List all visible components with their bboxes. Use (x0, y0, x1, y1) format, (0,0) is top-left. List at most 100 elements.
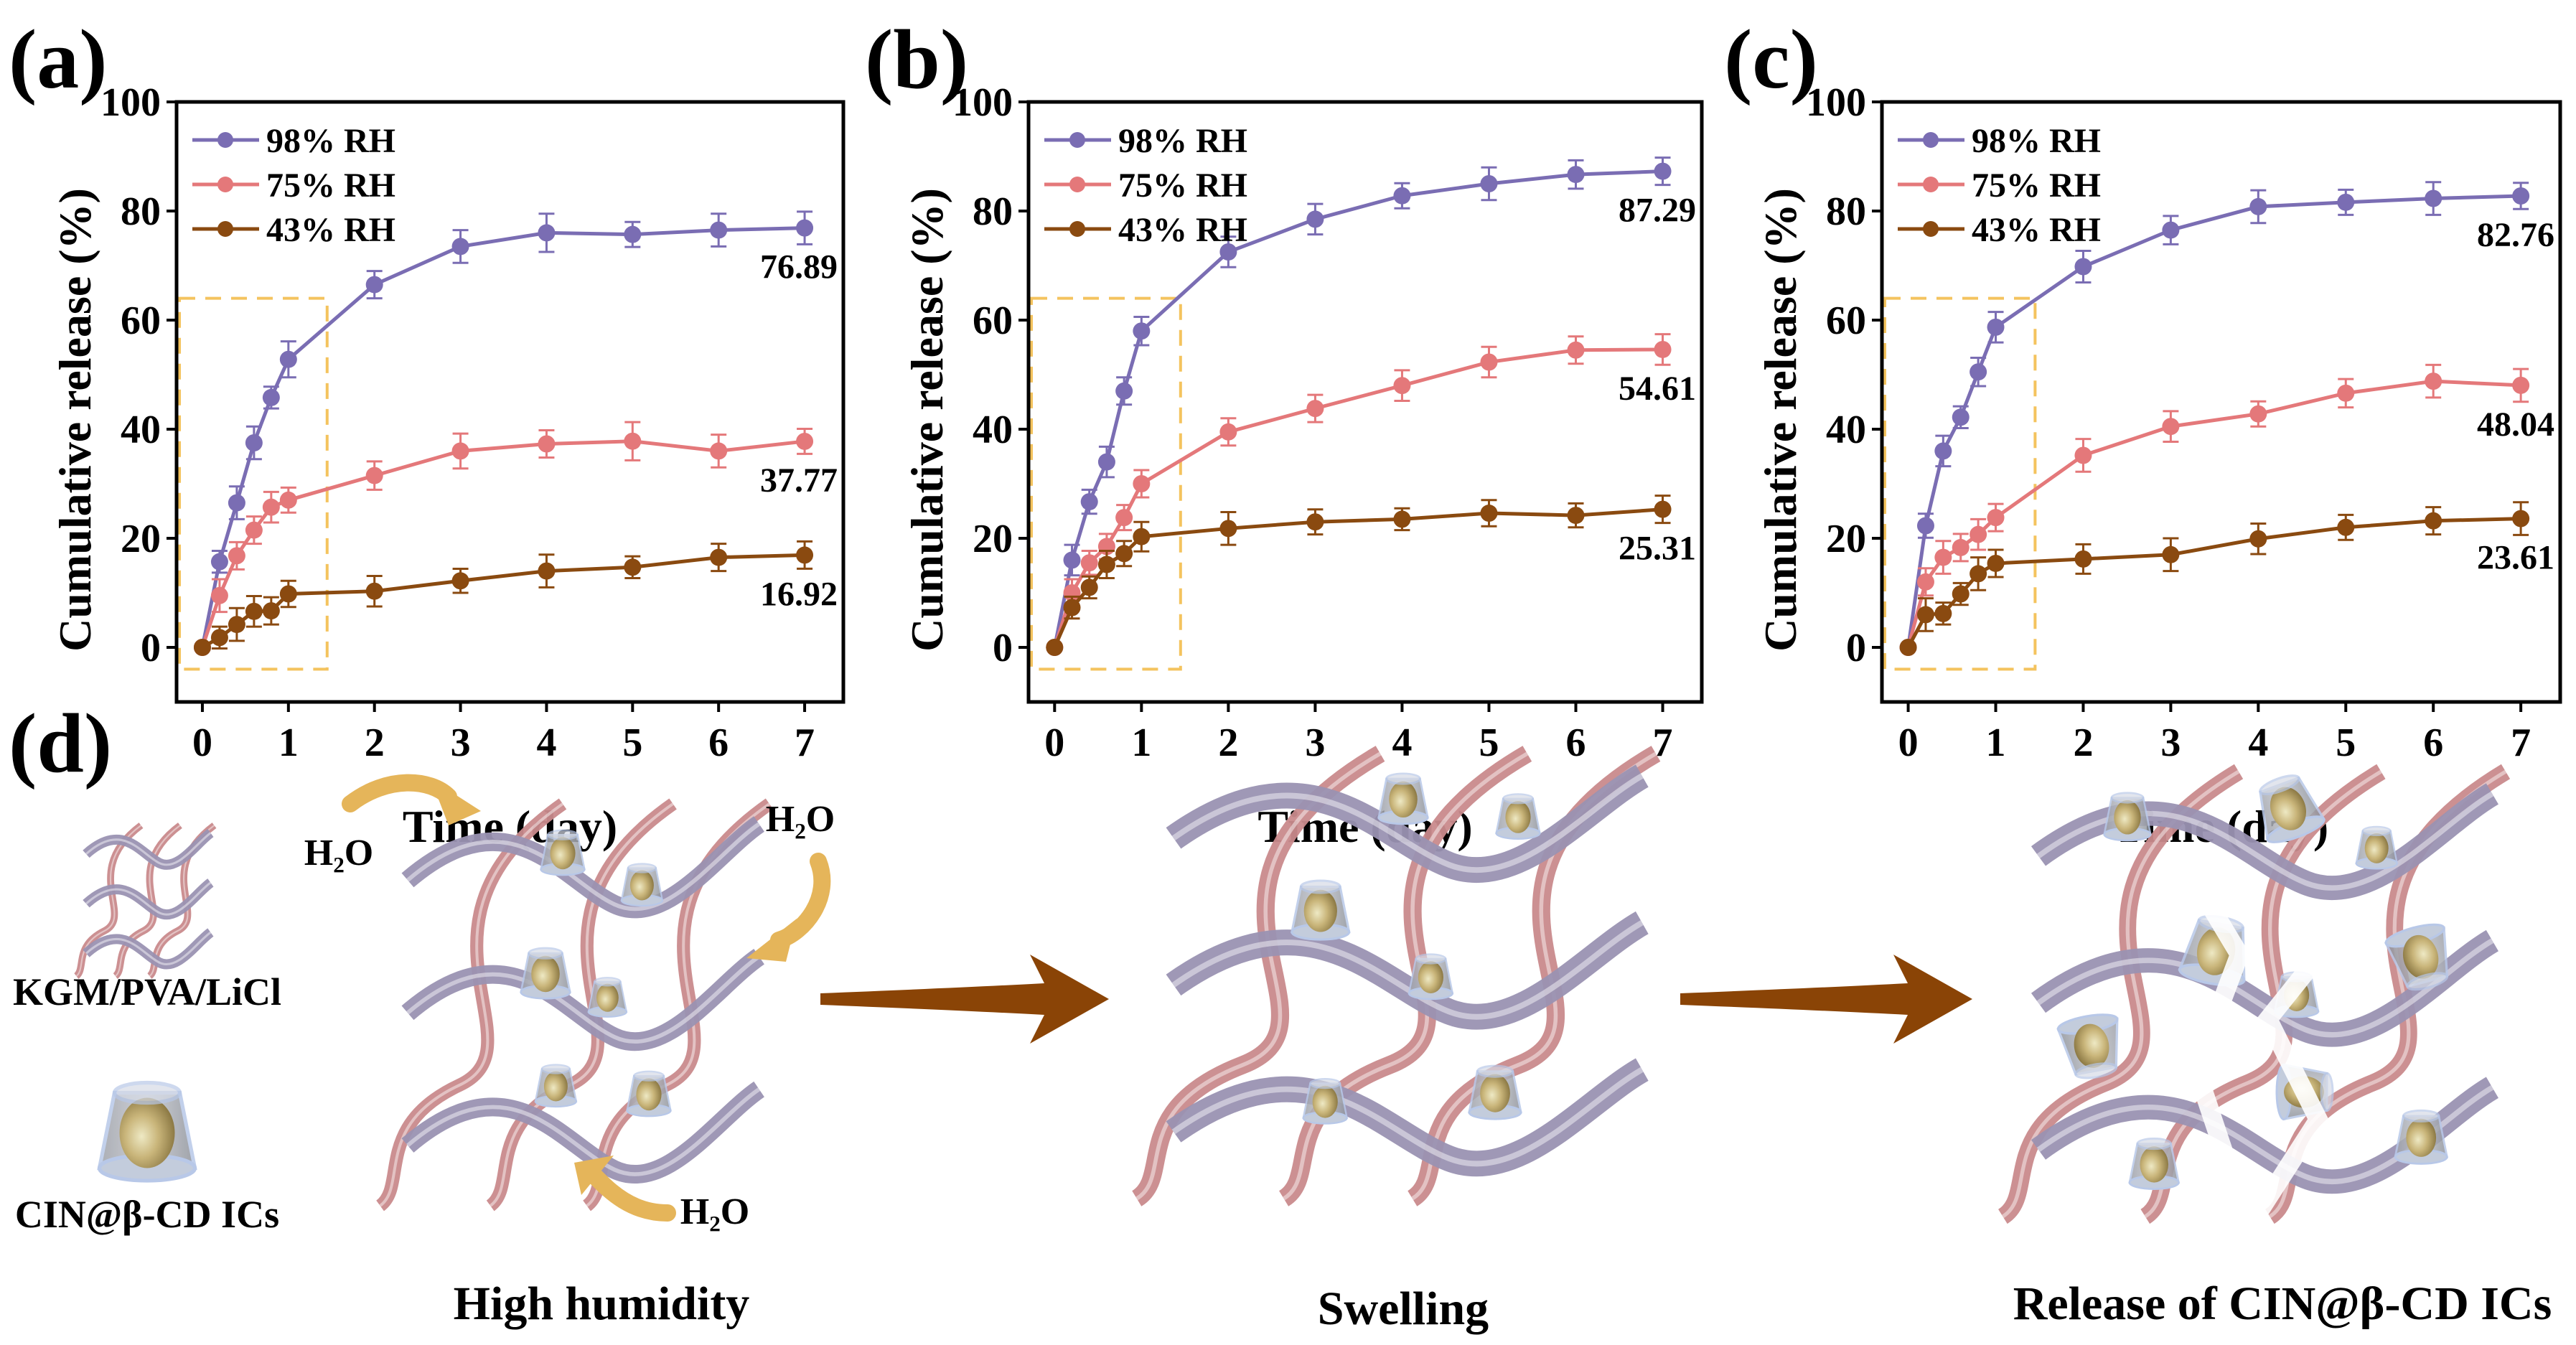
legend-marker (217, 177, 233, 192)
x-tick-label: 6 (708, 721, 729, 765)
x-tick-label: 1 (1986, 721, 2006, 765)
data-point (2249, 197, 2267, 215)
data-point (1952, 585, 1970, 603)
water-arrow-head (431, 779, 481, 825)
legend-network-icon (73, 823, 217, 979)
data-point (451, 442, 469, 460)
cyclodextrin-ic-icon (1302, 1077, 1349, 1125)
cinnamaldehyde-core (2364, 833, 2389, 863)
cinnamaldehyde-core (1303, 889, 1337, 932)
data-point (1916, 606, 1934, 624)
legend-label: 98% RH (1972, 122, 2101, 160)
data-point (1063, 551, 1081, 569)
pva-strand (83, 928, 214, 970)
data-point (1133, 322, 1151, 340)
cinnamaldehyde-core (1505, 801, 1531, 833)
data-point (451, 572, 469, 590)
data-point (1480, 505, 1498, 522)
legend-label: 43% RH (266, 211, 395, 249)
network-release (1997, 764, 2511, 1226)
x-tick-label: 3 (1305, 721, 1325, 765)
cinnamaldehyde-core (2406, 1118, 2437, 1157)
cinnamaldehyde-core (2140, 1146, 2168, 1183)
pva-strand (1166, 1058, 1649, 1177)
x-tick-label: 7 (2511, 721, 2531, 765)
y-axis-label: Cumulative release (%) (50, 188, 100, 652)
data-point (2074, 446, 2092, 464)
process-arrow-2-icon (1680, 955, 1972, 1044)
legend-label: 43% RH (1118, 211, 1247, 249)
data-point (710, 548, 728, 566)
y-tick-label: 80 (973, 189, 1013, 234)
data-point (1219, 243, 1237, 261)
cup-rim (1415, 953, 1447, 965)
legend-marker (1923, 132, 1939, 148)
data-point (1654, 340, 1672, 358)
cup-rim (627, 863, 657, 873)
water-label-1: H₂O (304, 833, 373, 873)
data-point (1306, 400, 1324, 418)
legend-ic-label: CIN@β-CD ICs (15, 1193, 279, 1236)
data-point (1970, 363, 1987, 381)
stage-label-release: Release of CIN@β-CD ICs (2013, 1278, 2552, 1330)
data-point (2249, 405, 2267, 423)
data-point (193, 639, 211, 656)
end-value-label: 76.89 (760, 248, 838, 286)
cyclodextrin-ic-icon (587, 977, 628, 1018)
data-point (2337, 384, 2355, 402)
data-point (1219, 520, 1237, 538)
y-tick-label: 20 (121, 517, 161, 561)
x-tick-label: 2 (2073, 721, 2093, 765)
data-point (1934, 548, 1952, 566)
data-point (2425, 372, 2442, 390)
end-value-label: 25.31 (1619, 530, 1696, 568)
y-tick-label: 0 (993, 626, 1013, 670)
data-point (1063, 599, 1081, 617)
data-point (1219, 423, 1237, 441)
pva-strand (83, 828, 214, 870)
series-43-rh (1899, 501, 2530, 656)
stage-label-high-humidity: High humidity (454, 1278, 750, 1330)
data-point (1916, 573, 1934, 591)
x-tick-label: 6 (2423, 721, 2443, 765)
series-line (1906, 517, 2521, 649)
end-value-label: 54.61 (1619, 370, 1696, 408)
cinnamaldehyde-core (550, 837, 576, 870)
cup-rim (1476, 1064, 1514, 1078)
panel-label-b: (b) (865, 12, 968, 106)
data-point (1393, 187, 1411, 205)
series-75-rh (1899, 363, 2530, 656)
cyclodextrin-ic-icon (1377, 772, 1429, 825)
legend-marker (1923, 221, 1939, 237)
kgm-strand (73, 823, 144, 979)
cyclodextrin-ic-icon (97, 1080, 197, 1183)
water-arrow-1-icon (342, 774, 481, 825)
data-point (262, 388, 280, 406)
legend-network-label: KGM/PVA/LiCl (13, 970, 281, 1013)
y-tick-label: 60 (121, 299, 161, 343)
cinnamaldehyde-core (1389, 781, 1418, 817)
cyclodextrin-ic-icon (626, 1070, 672, 1117)
y-tick-label: 60 (1826, 299, 1866, 343)
series-line (1906, 194, 2521, 648)
cup-rim (540, 1064, 571, 1074)
y-tick-label: 100 (100, 80, 161, 125)
kgm-strand-highlight (1135, 751, 1382, 1201)
data-point (228, 547, 245, 565)
series-43-rh (193, 540, 814, 656)
y-tick-label: 20 (973, 517, 1013, 561)
cup-rim (2074, 1062, 2117, 1079)
data-point (365, 582, 383, 600)
y-tick-label: 60 (973, 299, 1013, 343)
y-tick-label: 0 (1846, 626, 1866, 670)
data-point (1987, 509, 2005, 527)
data-point (1970, 525, 1987, 543)
data-point (1970, 565, 1987, 583)
y-tick-label: 100 (952, 80, 1013, 125)
panel-label-d: (d) (9, 696, 112, 790)
data-point (1393, 377, 1411, 395)
highlight-box (1030, 296, 1182, 671)
x-tick-label: 7 (795, 721, 815, 765)
